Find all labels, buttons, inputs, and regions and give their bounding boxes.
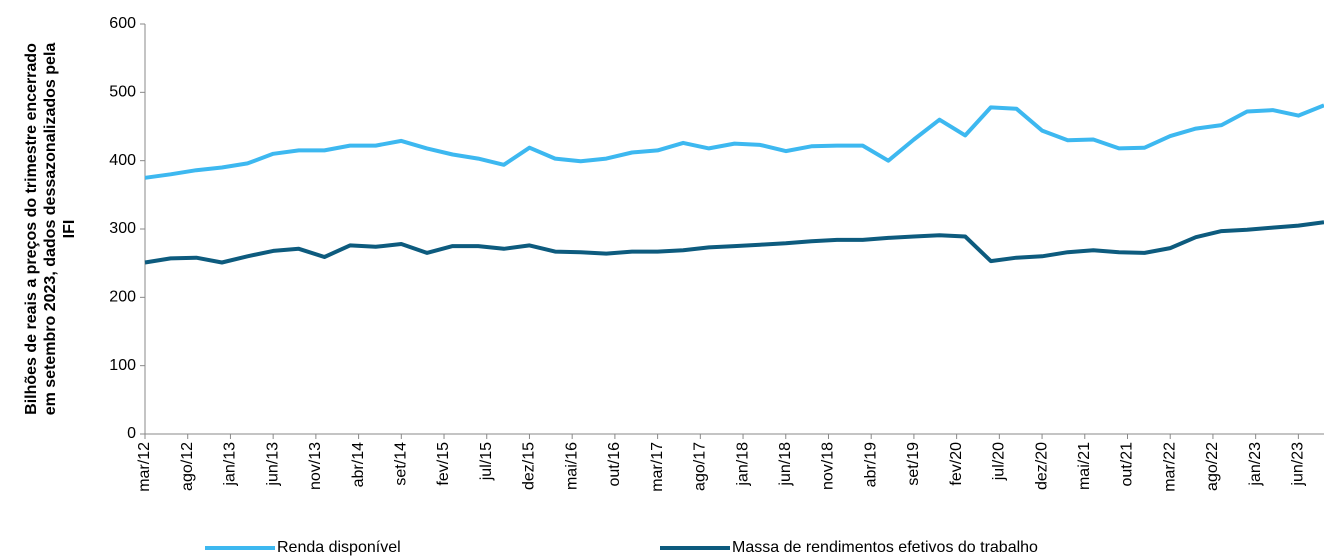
x-tick-label: jun/13 bbox=[264, 442, 281, 487]
y-tick-label: 500 bbox=[109, 84, 136, 101]
x-tick-label: fev/20 bbox=[948, 442, 965, 486]
x-tick-label: ago/22 bbox=[1204, 442, 1221, 491]
x-tick-label: nov/13 bbox=[307, 442, 324, 490]
y-tick-label: 400 bbox=[109, 152, 136, 169]
x-tick-label: jan/13 bbox=[222, 442, 239, 487]
legend-label: Renda disponível bbox=[277, 539, 401, 556]
x-tick-label: jan/23 bbox=[1247, 442, 1264, 487]
x-tick-label: set/14 bbox=[393, 442, 410, 486]
x-tick-label: abr/14 bbox=[350, 442, 367, 487]
x-tick-label: jan/18 bbox=[734, 442, 751, 487]
y-tick-label: 100 bbox=[109, 357, 136, 374]
x-tick-label: out/16 bbox=[606, 442, 623, 487]
x-tick-label: mar/22 bbox=[1161, 442, 1178, 492]
y-tick-label: 600 bbox=[109, 15, 136, 32]
x-tick-label: mar/17 bbox=[649, 442, 666, 492]
x-tick-label: jun/23 bbox=[1290, 442, 1307, 487]
y-axis-title: em setembro 2023, dados dessazonalizados… bbox=[42, 43, 59, 416]
x-tick-label: mai/16 bbox=[563, 442, 580, 490]
x-tick-label: abr/19 bbox=[862, 442, 879, 487]
x-tick-label: mai/21 bbox=[1076, 442, 1093, 490]
x-tick-label: ago/12 bbox=[179, 442, 196, 491]
x-tick-label: jul/15 bbox=[478, 442, 495, 481]
x-tick-label: dez/15 bbox=[521, 442, 538, 490]
y-axis-title: IFI bbox=[61, 220, 78, 239]
legend-label: Massa de rendimentos efetivos do trabalh… bbox=[732, 539, 1038, 556]
data-line bbox=[144, 103, 1324, 180]
data-line bbox=[144, 220, 1324, 265]
x-tick-label: out/21 bbox=[1119, 442, 1136, 487]
y-axis-title: Bilhões de reais a preços do trimestre e… bbox=[23, 43, 40, 415]
y-tick-label: 0 bbox=[127, 425, 136, 442]
x-tick-label: set/19 bbox=[905, 442, 922, 486]
x-tick-label: jun/18 bbox=[777, 442, 794, 487]
y-tick-label: 200 bbox=[109, 289, 136, 306]
x-tick-label: fev/15 bbox=[435, 442, 452, 486]
x-tick-label: mar/12 bbox=[136, 442, 153, 492]
x-tick-label: jul/20 bbox=[991, 442, 1008, 481]
x-tick-label: ago/17 bbox=[692, 442, 709, 491]
x-tick-label: nov/18 bbox=[820, 442, 837, 490]
x-tick-label: dez/20 bbox=[1033, 442, 1050, 490]
y-tick-label: 300 bbox=[109, 220, 136, 237]
